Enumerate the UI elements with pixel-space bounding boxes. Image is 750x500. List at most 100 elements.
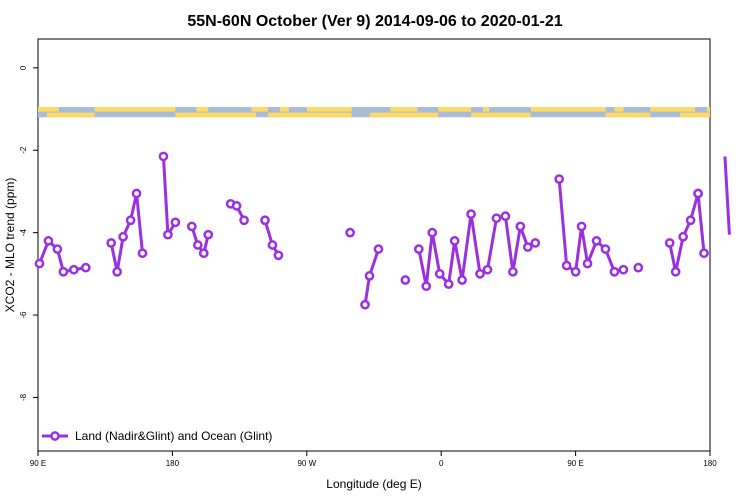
x-axis-label: Longitude (deg E) <box>326 477 421 491</box>
data-point <box>186 221 197 232</box>
data-point <box>699 248 709 259</box>
series-line <box>190 226 210 255</box>
data-point <box>345 227 355 238</box>
land-patch <box>46 112 95 118</box>
data-point <box>163 229 173 240</box>
data-point <box>34 258 45 269</box>
data-point <box>58 266 69 277</box>
data-point <box>664 238 675 248</box>
data-point <box>530 238 541 248</box>
plot-frame <box>37 38 711 452</box>
data-point <box>400 275 411 285</box>
series-layer <box>34 151 731 310</box>
land-patch <box>279 106 289 112</box>
data-point <box>449 236 460 246</box>
data-point <box>685 215 696 226</box>
series-line <box>668 192 706 274</box>
data-point <box>693 188 703 199</box>
x-tick-label: 90 E <box>30 459 46 468</box>
land-patch <box>707 106 710 112</box>
data-point <box>239 215 249 226</box>
ocean-band <box>38 106 710 118</box>
x-tick-label: 90 E <box>567 459 583 468</box>
data-point <box>170 217 181 228</box>
data-point <box>80 262 91 273</box>
y-tick-label: -6 <box>19 311 28 319</box>
legend-label: Land (Nadir&Glint) and Ocean (Glint) <box>75 429 272 443</box>
data-point <box>267 240 278 250</box>
data-point <box>112 266 122 277</box>
data-point <box>231 201 242 211</box>
land-patch <box>196 106 209 112</box>
series-line <box>263 219 280 257</box>
data-point <box>618 264 629 275</box>
data-point <box>508 266 518 277</box>
data-point <box>43 236 54 246</box>
legend: Land (Nadir&Glint) and Ocean (Glint) <box>42 429 272 443</box>
data-point <box>260 215 270 226</box>
x-tick-label: 90 W <box>297 459 316 468</box>
series-line <box>417 212 537 288</box>
data-point <box>591 236 602 246</box>
data-point <box>413 244 424 254</box>
data-point <box>609 266 620 277</box>
data-point <box>158 151 169 162</box>
x-tick-label: 180 <box>166 459 180 468</box>
data-point <box>678 231 688 242</box>
land-patch <box>471 112 531 118</box>
data-point <box>131 188 142 199</box>
land-patch <box>605 112 651 118</box>
data-point <box>582 258 593 269</box>
land-patch <box>438 106 472 112</box>
data-point <box>500 211 511 222</box>
land-patch <box>306 106 352 112</box>
data-point <box>137 248 148 259</box>
y-tick-label: 0 <box>19 65 28 70</box>
data-point <box>466 209 476 219</box>
land-patch <box>680 112 710 118</box>
data-point <box>554 174 565 184</box>
data-point <box>364 271 375 281</box>
data-point <box>427 227 438 238</box>
land-patch <box>530 106 606 112</box>
data-point <box>491 213 502 224</box>
land-patch <box>175 112 257 118</box>
data-point <box>192 240 203 250</box>
data-point <box>670 266 681 277</box>
land-ocean-band <box>38 106 710 118</box>
land-patch <box>650 106 696 112</box>
data-point <box>482 264 493 275</box>
land-patch <box>390 106 418 112</box>
y-tick-label: -8 <box>19 393 28 401</box>
data-point <box>125 215 136 226</box>
data-point <box>515 221 526 232</box>
data-point <box>52 244 63 254</box>
y-axis-label: XCO2 - MLO trend (ppm) <box>3 178 17 313</box>
axes: 90 E 180 90 W 0 90 E 180 0 -2 -4 -6 -8 <box>19 65 717 468</box>
data-point <box>118 231 128 242</box>
x-tick-label: 0 <box>439 459 444 468</box>
land-patch <box>251 106 268 112</box>
land-patch <box>369 112 439 118</box>
data-point <box>106 238 117 248</box>
data-point <box>475 268 485 279</box>
data-point <box>576 221 587 232</box>
data-point <box>522 242 533 252</box>
data-point <box>434 268 445 279</box>
data-point <box>457 275 467 285</box>
data-point <box>600 244 611 254</box>
land-patch <box>166 106 176 112</box>
land-patch <box>38 106 59 112</box>
data-point <box>421 281 432 292</box>
chart-title: 55N-60N October (Ver 9) 2014-09-06 to 20… <box>187 13 562 30</box>
land-patch <box>94 106 167 112</box>
legend-marker <box>50 431 60 441</box>
data-point <box>68 264 79 275</box>
data-point <box>203 229 214 240</box>
data-point <box>570 266 581 277</box>
data-point <box>373 244 384 254</box>
series-line <box>557 178 624 274</box>
data-point <box>198 248 209 259</box>
land-patch <box>267 112 352 118</box>
